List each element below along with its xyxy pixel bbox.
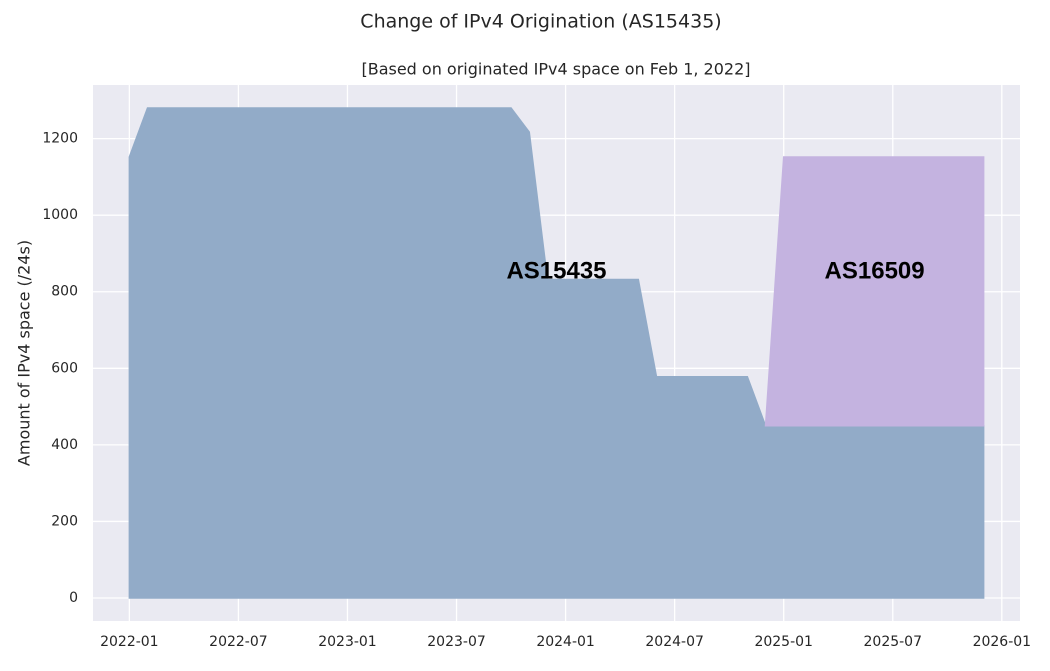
x-tick-label: 2025-01 xyxy=(754,634,813,650)
y-tick-label: 0 xyxy=(69,590,78,606)
x-tick-label: 2024-07 xyxy=(645,634,704,650)
y-tick-label: 1200 xyxy=(42,131,78,147)
y-tick-label: 800 xyxy=(51,284,78,300)
y-tick-label: 400 xyxy=(51,437,78,453)
x-tick-label: 2024-01 xyxy=(536,634,595,650)
x-tick-label: 2025-07 xyxy=(864,634,923,650)
area xyxy=(764,156,985,427)
y-tick-label: 600 xyxy=(51,360,78,376)
area xyxy=(128,107,985,599)
y-tick-label: 200 xyxy=(51,513,78,529)
x-tick-label: 2026-01 xyxy=(973,634,1032,650)
chart-title: Change of IPv4 Origination (AS15435) xyxy=(360,11,721,33)
x-tick-label: 2022-01 xyxy=(100,634,159,650)
x-tick-label: 2023-01 xyxy=(318,634,377,650)
y-axis-label: Amount of IPv4 space (/24s) xyxy=(15,240,34,466)
chart-subtitle: [Based on originated IPv4 space on Feb 1… xyxy=(361,60,750,79)
x-tick-label: 2023-07 xyxy=(427,634,486,650)
x-tick-label: 2022-07 xyxy=(209,634,268,650)
series-label: AS15435 xyxy=(506,257,606,284)
y-tick-label: 1000 xyxy=(42,207,78,223)
series-label: AS16509 xyxy=(825,257,925,284)
